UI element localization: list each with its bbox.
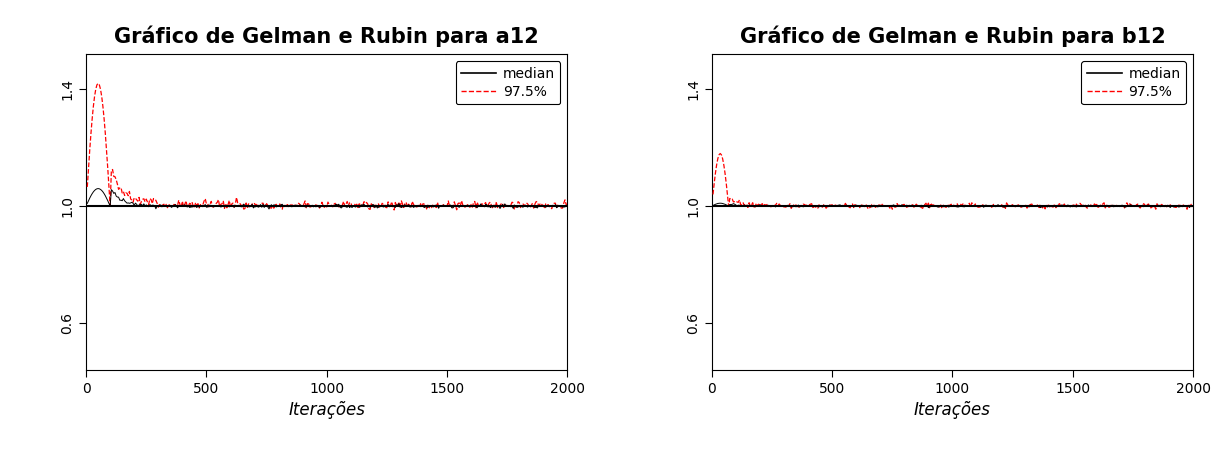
Title: Gráfico de Gelman e Rubin para b12: Gráfico de Gelman e Rubin para b12 xyxy=(739,26,1165,47)
Legend: median, 97.5%: median, 97.5% xyxy=(1081,61,1186,104)
Legend: median, 97.5%: median, 97.5% xyxy=(455,61,561,104)
Title: Gráfico de Gelman e Rubin para a12: Gráfico de Gelman e Rubin para a12 xyxy=(114,26,539,47)
X-axis label: Iterações: Iterações xyxy=(288,401,365,419)
X-axis label: Iterações: Iterações xyxy=(914,401,991,419)
